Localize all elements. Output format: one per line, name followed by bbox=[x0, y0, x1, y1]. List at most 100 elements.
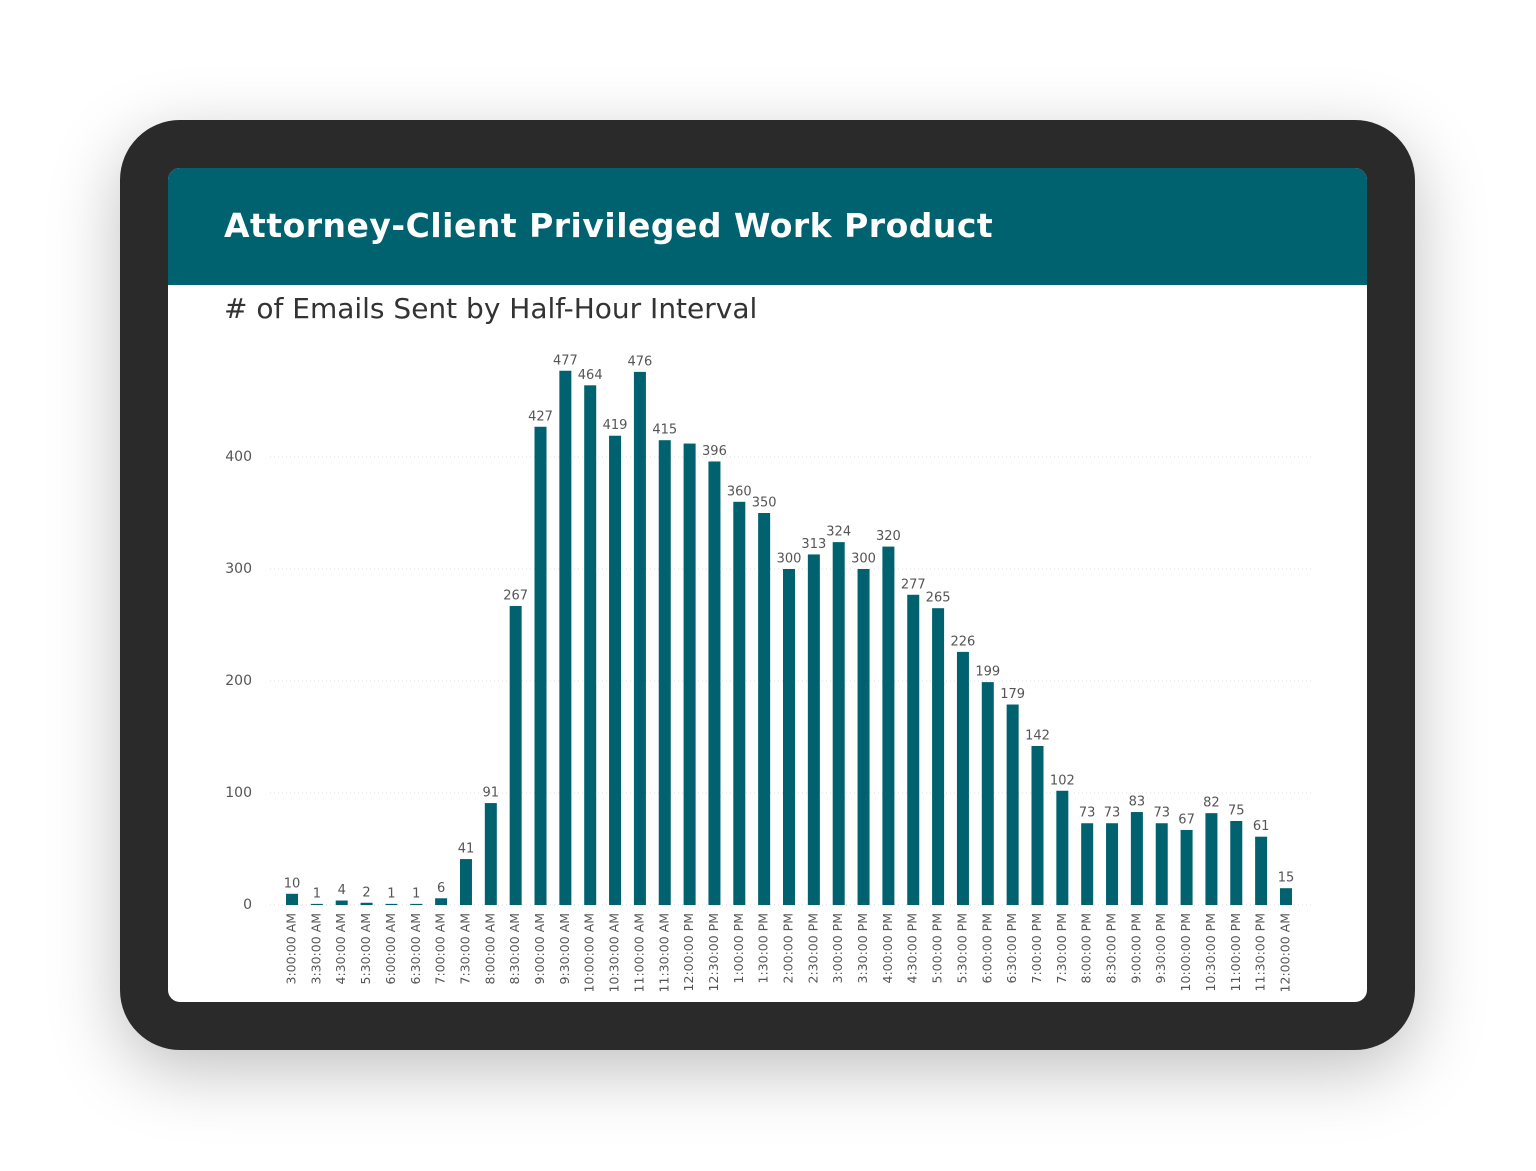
value-label: 427 bbox=[528, 409, 553, 424]
value-label: 83 bbox=[1129, 795, 1146, 810]
value-label: 1 bbox=[313, 886, 321, 901]
y-tick-label: 0 bbox=[243, 897, 252, 913]
bar bbox=[335, 900, 348, 905]
bar bbox=[932, 608, 945, 905]
bar bbox=[1255, 836, 1268, 905]
x-tick-label: 10:30:00 PM bbox=[1203, 913, 1218, 991]
bar bbox=[609, 435, 622, 905]
value-label: 4 bbox=[338, 883, 346, 898]
value-label: 2 bbox=[362, 885, 370, 900]
value-label: 61 bbox=[1253, 819, 1270, 834]
value-label: 73 bbox=[1079, 806, 1096, 821]
bar bbox=[360, 902, 373, 905]
y-tick-label: 200 bbox=[225, 673, 252, 689]
y-tick-label: 300 bbox=[225, 561, 252, 577]
x-tick-label: 12:00:00 PM bbox=[681, 913, 696, 991]
x-tick-label: 8:30:00 AM bbox=[507, 913, 522, 985]
value-label: 82 bbox=[1203, 796, 1220, 811]
x-tick-label: 11:30:00 AM bbox=[656, 913, 671, 992]
x-tick-label: 10:30:00 AM bbox=[607, 913, 622, 992]
x-tick-label: 10:00:00 AM bbox=[582, 913, 597, 992]
value-label: 41 bbox=[458, 842, 475, 857]
bar bbox=[459, 859, 472, 905]
value-label: 6 bbox=[437, 881, 445, 896]
value-label: 73 bbox=[1153, 806, 1170, 821]
value-label: 1 bbox=[412, 886, 420, 901]
value-label: 10 bbox=[284, 876, 301, 891]
bar bbox=[1006, 704, 1019, 905]
bar bbox=[1081, 823, 1094, 905]
bar bbox=[484, 803, 497, 905]
y-tick-label: 400 bbox=[225, 449, 252, 465]
x-tick-label: 1:00:00 PM bbox=[731, 913, 746, 983]
x-tick-label: 8:30:00 PM bbox=[1104, 913, 1119, 983]
bar bbox=[1279, 888, 1292, 905]
bar bbox=[310, 903, 323, 905]
bar bbox=[1205, 813, 1218, 905]
bar bbox=[534, 426, 547, 905]
x-tick-label: 6:30:00 PM bbox=[1004, 913, 1019, 983]
bar bbox=[832, 542, 845, 905]
header: Attorney-Client Privileged Work Product bbox=[168, 168, 1367, 285]
y-tick-label: 100 bbox=[225, 785, 252, 801]
bar bbox=[733, 501, 746, 905]
bar bbox=[435, 898, 448, 905]
x-tick-label: 4:00:00 PM bbox=[880, 913, 895, 983]
bar bbox=[758, 513, 771, 905]
x-tick-label: 3:00:00 PM bbox=[830, 913, 845, 983]
value-label: 91 bbox=[483, 786, 500, 801]
value-label: 313 bbox=[801, 537, 826, 552]
bar bbox=[633, 371, 646, 905]
bar bbox=[683, 443, 696, 905]
x-tick-label: 8:00:00 AM bbox=[482, 913, 497, 985]
bar bbox=[509, 605, 522, 905]
bar bbox=[1180, 829, 1193, 905]
bar bbox=[907, 594, 920, 905]
x-tick-label: 4:30:00 AM bbox=[333, 913, 348, 985]
bar bbox=[1230, 821, 1243, 905]
value-label: 179 bbox=[1000, 687, 1025, 702]
value-label: 419 bbox=[603, 418, 628, 433]
bar bbox=[882, 546, 895, 905]
value-label: 360 bbox=[727, 484, 752, 499]
bar bbox=[410, 903, 423, 905]
value-label: 267 bbox=[503, 588, 528, 603]
bar bbox=[981, 682, 994, 905]
bar bbox=[385, 903, 398, 905]
x-tick-label: 11:00:00 PM bbox=[1228, 913, 1243, 991]
x-tick-label: 2:00:00 PM bbox=[781, 913, 796, 983]
x-tick-label: 8:00:00 PM bbox=[1079, 913, 1094, 983]
x-tick-label: 9:00:00 PM bbox=[1128, 913, 1143, 983]
value-label: 300 bbox=[777, 552, 802, 567]
bar bbox=[956, 651, 969, 905]
x-tick-label: 3:30:00 PM bbox=[855, 913, 870, 983]
value-label: 102 bbox=[1050, 773, 1075, 788]
value-label: 67 bbox=[1178, 812, 1195, 827]
value-label: 396 bbox=[702, 444, 727, 459]
x-tick-label: 6:00:00 AM bbox=[383, 913, 398, 985]
value-label: 199 bbox=[975, 665, 1000, 680]
value-label: 226 bbox=[951, 634, 976, 649]
x-tick-label: 5:30:00 AM bbox=[358, 913, 373, 985]
bar bbox=[783, 569, 795, 905]
x-tick-label: 10:00:00 PM bbox=[1178, 913, 1193, 991]
value-label: 320 bbox=[876, 529, 901, 544]
x-tick-label: 3:00:00 AM bbox=[284, 913, 299, 985]
bar bbox=[1106, 823, 1119, 905]
value-label: 464 bbox=[578, 368, 603, 383]
x-tick-label: 12:00:00 AM bbox=[1277, 913, 1292, 992]
x-tick-label: 6:30:00 AM bbox=[408, 913, 423, 985]
x-tick-label: 1:30:00 PM bbox=[756, 913, 771, 983]
x-tick-label: 9:30:00 PM bbox=[1153, 913, 1168, 983]
value-label: 300 bbox=[851, 552, 876, 567]
x-tick-label: 12:30:00 PM bbox=[706, 913, 721, 991]
x-tick-label: 4:30:00 PM bbox=[905, 913, 920, 983]
value-label: 1 bbox=[387, 886, 395, 901]
header-title: Attorney-Client Privileged Work Product bbox=[224, 206, 994, 245]
bar bbox=[1056, 790, 1069, 905]
bar bbox=[1130, 812, 1143, 905]
value-label: 142 bbox=[1025, 728, 1050, 743]
value-label: 476 bbox=[627, 354, 652, 369]
